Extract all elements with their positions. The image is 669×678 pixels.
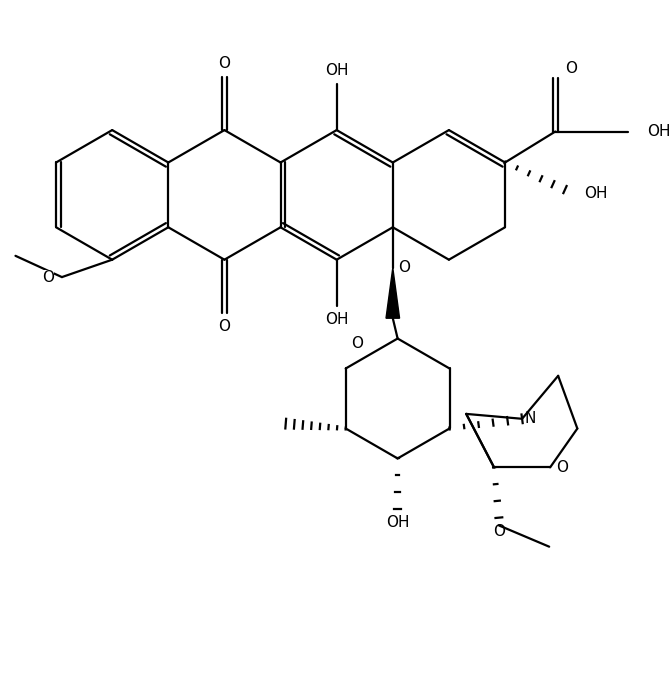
Text: OH: OH [584,186,608,201]
Text: O: O [556,460,568,475]
Text: O: O [219,319,230,334]
Text: OH: OH [325,62,349,77]
Text: O: O [565,61,577,76]
Text: O: O [351,336,363,351]
Text: O: O [493,523,505,539]
Polygon shape [386,268,399,318]
Text: O: O [42,270,54,285]
Text: O: O [219,56,230,71]
Text: OH: OH [647,124,669,139]
Text: N: N [524,412,535,426]
Text: O: O [399,260,410,275]
Text: OH: OH [325,312,349,327]
Text: OH: OH [386,515,409,530]
